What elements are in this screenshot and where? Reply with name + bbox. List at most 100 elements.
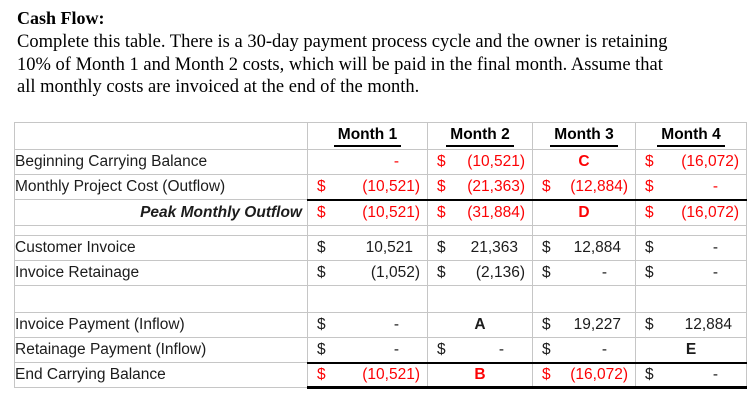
cell-customer-invoice-month-1: $10,521 [307,235,428,261]
spacer-cell [532,285,636,313]
blank-cell-A: A [427,312,533,338]
row-label: Invoice Payment (Inflow) [14,312,308,338]
cell-value: 12,884 [684,316,732,333]
table-row-peak-monthly-outflow: Peak Monthly Outflow $ (10,521) $ (31,884) D $… [14,199,747,226]
currency-symbol: $ [645,264,654,281]
currency-symbol: $ [645,239,654,256]
spacer-cell [307,225,428,236]
currency-symbol: $ [317,177,326,195]
table-row-retainage-payment-inflow: Retainage Payment (Inflow) $ - $ - $ - E [14,337,747,364]
spacer-cell [635,285,747,313]
cell-value: - [712,365,718,383]
month-4-label: Month 4 [657,126,725,147]
cell-retainage-payment-inflow-month-1: $ - [307,337,428,364]
cell-beginning-carrying-balance-month-1: - [307,149,428,175]
currency-symbol: $ [317,239,326,256]
cell-end-carrying-balance-month-3: $ (16,072) [532,362,636,389]
question-text-block: Cash Flow: Complete this table. There is… [17,6,737,99]
cell-value: (16,072) [681,153,739,170]
currency-symbol: $ [645,153,654,170]
currency-symbol: $ [645,203,654,221]
currency-symbol: $ [542,316,551,333]
table-row-end-carrying-balance: End Carrying Balance $ (10,521) B $ (16,072) $… [14,362,747,389]
row-label: Invoice Retainage [14,260,308,286]
currency-symbol: $ [317,316,326,333]
spacer-cell [427,225,533,236]
cell-value: - [601,340,607,358]
currency-symbol: $ [317,365,326,383]
row-label: Beginning Carrying Balance [14,149,308,175]
cell-retainage-payment-inflow-month-2: $ - [427,337,533,364]
instruction-line: Complete this table. There is a 30-day p… [17,32,668,52]
cell-value: (10,521) [362,365,420,383]
cell-end-carrying-balance-month-4: $ - [635,362,747,389]
table-row-customer-invoice: Customer Invoice $10,521 $21,363 $12,884 $ - [14,235,747,261]
cell-invoice-retainage-month-2: $ (2,136) [427,260,533,286]
cell-value: - [393,153,399,170]
page-title: Cash Flow: [17,8,105,28]
cell-value: (1,052) [370,264,420,281]
currency-symbol: $ [542,340,551,358]
cell-value: - [393,340,399,358]
cell-value: 12,884 [573,239,621,256]
cell-invoice-retainage-month-3: $ - [532,260,636,286]
table-row-spacer-small [14,225,747,236]
cell-invoice-retainage-month-4: $ - [635,260,747,286]
cell-value: - [712,177,718,195]
cell-invoice-retainage-month-1: $ (1,052) [307,260,428,286]
cell-customer-invoice-month-2: $21,363 [427,235,533,261]
currency-symbol: $ [542,365,551,383]
cell-retainage-payment-inflow-month-3: $ - [532,337,636,364]
cell-value: 10,521 [365,239,413,256]
cell-value: - [601,264,607,281]
currency-symbol: $ [437,264,446,281]
cell-monthly-project-cost-outflow-month-4: $ - [635,174,747,201]
currency-symbol: $ [437,177,446,195]
cell-value: (10,521) [362,177,420,195]
header-empty-cell [14,122,308,150]
currency-symbol: $ [437,340,446,358]
row-label: Retainage Payment (Inflow) [14,337,308,363]
row-label: End Carrying Balance [14,362,308,388]
cell-value: (12,884) [570,177,628,195]
currency-symbol: $ [437,239,446,256]
cell-value: - [712,239,718,256]
column-header-month-2: Month 2 [427,122,533,150]
cell-invoice-payment-inflow-month-4: $12,884 [635,312,747,338]
currency-symbol: $ [437,203,446,221]
header-row: Month 1 Month 2 Month 3 Month 4 [14,122,747,150]
spacer-cell [532,225,636,236]
column-header-month-4: Month 4 [635,122,747,150]
cell-value: - [498,340,504,358]
table-row-monthly-project-cost-outflow: Monthly Project Cost (Outflow) $ (10,521) $… [14,174,747,201]
cell-end-carrying-balance-month-1: $ (10,521) [307,362,428,389]
cell-peak-monthly-outflow-month-1: $ (10,521) [307,199,428,226]
currency-symbol: $ [437,153,446,170]
blank-cell-C: C [532,149,636,175]
spacer-cell [307,285,428,313]
cell-beginning-carrying-balance-month-2: $ (10,521) [427,149,533,175]
spacer-cell [635,225,747,236]
cell-value: 19,227 [573,316,621,333]
currency-symbol: $ [645,316,654,333]
spacer-cell [427,285,533,313]
cell-value: - [712,264,718,281]
table-row-invoice-payment-inflow: Invoice Payment (Inflow) $ - A $19,227 $12,88… [14,312,747,338]
table-row-invoice-retainage: Invoice Retainage $ (1,052) $ (2,136) $ - $ - [14,260,747,286]
cell-value: - [393,316,399,333]
cell-peak-monthly-outflow-month-2: $ (31,884) [427,199,533,226]
month-3-label: Month 3 [550,126,618,147]
cell-value: (16,072) [681,203,739,221]
currency-symbol: $ [645,177,654,195]
cell-value: (2,136) [475,264,525,281]
spacer-cell [14,285,308,313]
month-2-label: Month 2 [446,126,514,147]
cell-customer-invoice-month-3: $12,884 [532,235,636,261]
currency-symbol: $ [542,177,551,195]
currency-symbol: $ [542,264,551,281]
cell-value: 21,363 [470,239,518,256]
cell-beginning-carrying-balance-month-4: $ (16,072) [635,149,747,175]
cell-value: (16,072) [570,365,628,383]
row-label: Customer Invoice [14,235,308,261]
column-header-month-3: Month 3 [532,122,636,150]
